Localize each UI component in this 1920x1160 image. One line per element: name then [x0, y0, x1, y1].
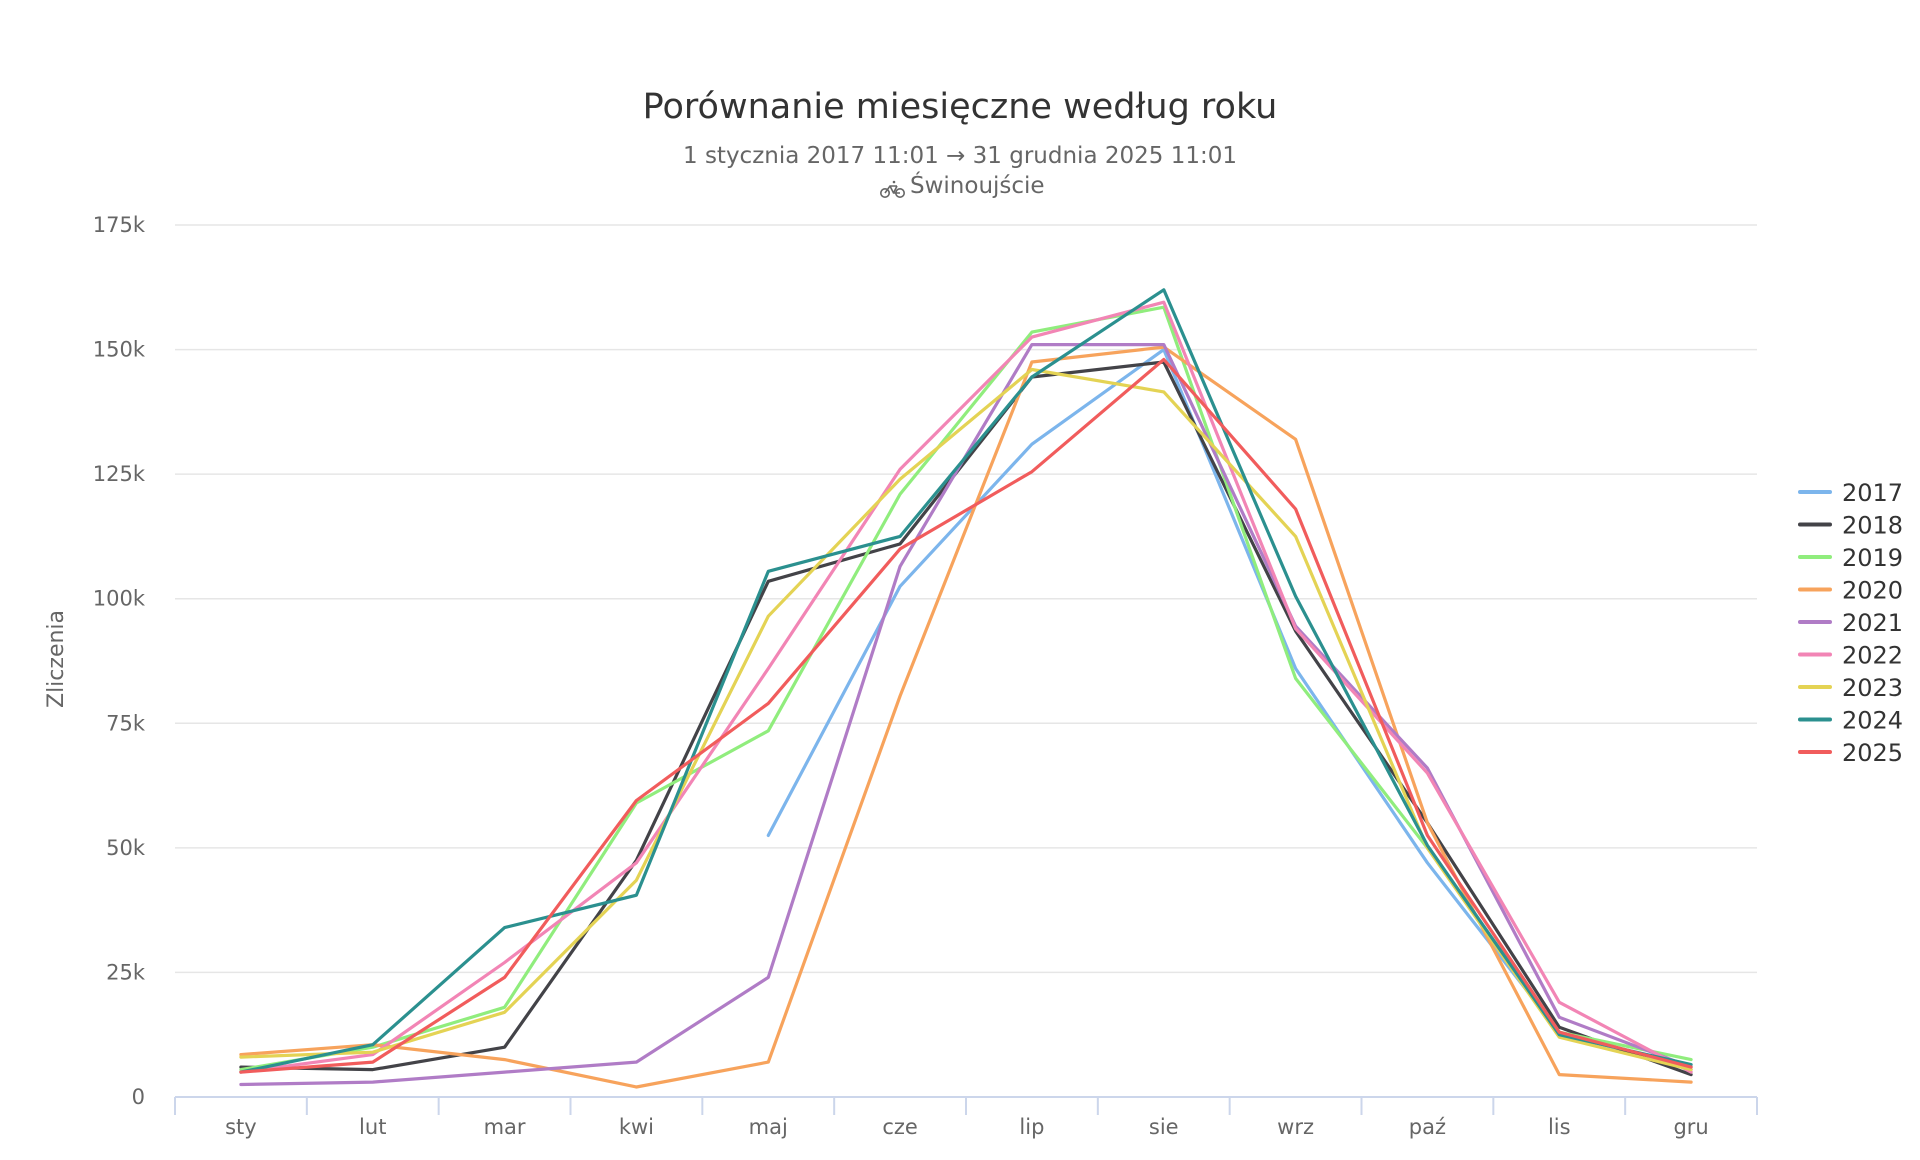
legend-item-2018[interactable]: 2018	[1798, 512, 1903, 540]
y-tick-label: 25k	[106, 960, 146, 984]
legend-item-2022[interactable]: 2022	[1798, 642, 1903, 670]
y-tick-label: 50k	[106, 836, 146, 860]
x-tick-label: mar	[484, 1115, 526, 1139]
x-tick-label: wrz	[1277, 1115, 1314, 1139]
series-line-2024	[239, 288, 1693, 1074]
x-tick-label: lip	[1019, 1115, 1044, 1139]
legend-item-2019[interactable]: 2019	[1798, 544, 1903, 572]
x-tick-label: gru	[1673, 1115, 1708, 1139]
location-label: Świnoujście	[910, 171, 1045, 199]
y-tick-label: 125k	[93, 462, 146, 486]
x-tick-label: paź	[1409, 1115, 1446, 1139]
y-tick-label: 100k	[93, 587, 146, 611]
x-tick-label: sie	[1149, 1115, 1179, 1139]
location-line: Świnoujście	[880, 171, 1045, 199]
x-axis: sty lut mar kwi maj cze lip sie wrz paź lis gru	[174, 1096, 1758, 1139]
series-line-2017	[766, 348, 1693, 1072]
legend-item-2021[interactable]: 2021	[1798, 609, 1903, 637]
x-tick-label: cze	[882, 1115, 918, 1139]
x-tick-label: lis	[1548, 1115, 1571, 1139]
x-tick-label: kwi	[619, 1115, 654, 1139]
chart-title: Porównanie miesięczne według roku	[643, 87, 1278, 127]
legend-item-2024[interactable]: 2024	[1798, 707, 1903, 735]
legend-item-2023[interactable]: 2023	[1798, 674, 1903, 702]
legend: 2017 2018 2019 2020 2021 2022 2023 2024 2025	[1798, 479, 1903, 767]
x-tick-label: maj	[749, 1115, 788, 1139]
series-line-2019	[239, 305, 1693, 1072]
legend-label: 2023	[1842, 674, 1903, 702]
legend-label: 2017	[1842, 479, 1903, 507]
legend-item-2017[interactable]: 2017	[1798, 479, 1903, 507]
x-tick-label: sty	[225, 1115, 257, 1139]
legend-label: 2024	[1842, 707, 1903, 735]
series-lines	[239, 288, 1693, 1089]
legend-item-2025[interactable]: 2025	[1798, 739, 1903, 767]
legend-label: 2018	[1842, 512, 1903, 540]
legend-label: 2025	[1842, 739, 1903, 767]
y-tick-label: 75k	[106, 711, 146, 735]
bicycle-icon	[880, 180, 905, 198]
series-line-2018	[239, 360, 1693, 1077]
x-tick-label: lut	[359, 1115, 386, 1139]
y-axis-ticks: 0 25k 50k 75k 100k 125k 150k 175k	[93, 213, 146, 1109]
legend-label: 2022	[1842, 642, 1903, 670]
legend-item-2020[interactable]: 2020	[1798, 577, 1903, 605]
series-line-2025	[239, 357, 1693, 1074]
grid	[175, 224, 1757, 974]
y-tick-label: 0	[132, 1085, 145, 1109]
y-tick-label: 150k	[93, 338, 146, 362]
legend-label: 2019	[1842, 544, 1903, 572]
series-line-2020	[239, 345, 1693, 1089]
series-line-2022	[239, 300, 1693, 1074]
legend-label: 2020	[1842, 577, 1903, 605]
chart-subtitle: 1 stycznia 2017 11:01 → 31 grudnia 2025 …	[683, 143, 1237, 169]
y-tick-label: 175k	[93, 213, 146, 237]
y-axis-title: Zliczenia	[44, 610, 69, 708]
legend-label: 2021	[1842, 609, 1903, 637]
